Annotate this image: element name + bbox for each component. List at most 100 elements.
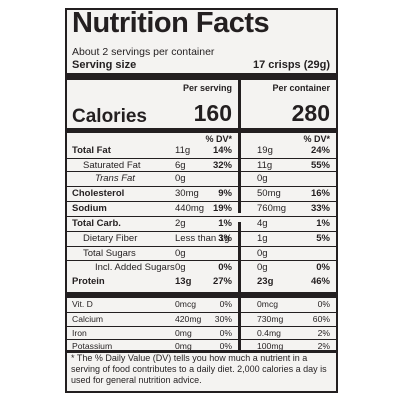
nutrient-name: Incl. Added Sugars: [95, 262, 175, 273]
dv-header-serving: % DV*: [205, 134, 232, 144]
per-serving-amount: 0g: [175, 173, 186, 184]
per-container-amount: 0g: [257, 248, 268, 259]
per-serving-dv: 27%: [212, 276, 232, 287]
nutrient-row: Protein 13g 27% 23g 46%: [67, 275, 336, 290]
per-serving-amount: 0mcg: [175, 298, 197, 309]
per-container-dv: 0%: [317, 298, 330, 309]
per-container-dv: 2%: [317, 340, 330, 351]
column-divider: [238, 80, 241, 213]
per-serving-dv: 3%: [218, 233, 232, 244]
label-title: Nutrition Facts: [72, 8, 270, 39]
per-container-amount: 0g: [257, 262, 268, 273]
nutrient-row: Trans Fat 0g 0g: [67, 171, 336, 187]
divider: [67, 350, 336, 353]
vitamin-name: Iron: [72, 327, 87, 338]
nutrient-row: Sodium 440mg 19% 760mg 33%: [67, 201, 336, 217]
thick-divider: [67, 128, 336, 133]
per-container-dv: 33%: [310, 203, 330, 214]
serving-size-value: 17 crisps (29g): [252, 59, 330, 71]
nutrient-name: Total Carb.: [72, 218, 121, 229]
nutrient-name: Total Fat: [72, 145, 111, 156]
thick-divider: [67, 73, 336, 80]
per-container-amount: 50mg: [257, 188, 281, 199]
per-container-amount: 760mg: [257, 203, 287, 214]
per-serving-amount: 440mg: [175, 203, 205, 214]
per-serving-dv: 9%: [218, 188, 232, 199]
per-container-amount: 4g: [257, 218, 268, 229]
nutrient-name: Total Sugars: [83, 248, 136, 259]
nutrient-name: Sodium: [72, 203, 107, 214]
per-serving-dv: 19%: [212, 203, 232, 214]
per-container-amount: 730mg: [257, 313, 284, 324]
per-serving-dv: 14%: [212, 145, 232, 156]
per-container-dv: 2%: [317, 327, 330, 338]
per-serving-amount: 420mg: [175, 313, 202, 324]
per-serving-amount: 6g: [175, 160, 186, 171]
nutrient-name: Dietary Fiber: [83, 233, 138, 244]
per-container-amount: 0.4mg: [257, 327, 281, 338]
per-serving-amount: 30mg: [175, 188, 199, 199]
per-container-amount: 0mcg: [257, 298, 279, 309]
per-serving-amount: Less than 1g: [175, 233, 230, 244]
per-serving-amount: 0mg: [175, 340, 192, 351]
vitamin-name: Calcium: [72, 313, 104, 324]
per-serving-amount: 2g: [175, 218, 186, 229]
per-container-dv: 5%: [316, 233, 330, 244]
nutrient-name: Cholesterol: [72, 188, 125, 199]
vitamin-name: Potassium: [72, 340, 113, 351]
per-serving-dv: 0%: [219, 298, 232, 309]
vitamin-row: Vit. D 0mcg 0% 0mcg 0%: [67, 298, 336, 311]
per-container-dv: 24%: [310, 145, 330, 156]
per-serving-dv: 0%: [219, 327, 232, 338]
daily-value-footnote: * The % Daily Value (DV) tells you how m…: [71, 353, 327, 385]
per-container-dv: 0%: [316, 262, 330, 273]
calories-per-container: 280: [291, 100, 330, 126]
nutrient-name: Protein: [72, 276, 105, 287]
per-container-amount: 0g: [257, 173, 268, 184]
per-container-amount: 23g: [257, 276, 274, 287]
per-container-dv: 55%: [310, 160, 330, 171]
per-serving-amount: 0mg: [175, 327, 192, 338]
column-divider: [238, 222, 241, 292]
per-serving-dv: 0%: [218, 262, 232, 273]
per-container-header: Per container: [272, 83, 330, 93]
vitamin-row: Iron 0mg 0% 0.4mg 2%: [67, 326, 336, 340]
nutrient-row: Saturated Fat 6g 32% 11g 55%: [67, 158, 336, 174]
nutrient-row: Total Fat 11g 14% 19g 24%: [67, 144, 336, 159]
nutrient-row: Cholesterol 30mg 9% 50mg 16%: [67, 186, 336, 202]
serving-size-label: Serving size: [72, 59, 137, 71]
nutrient-name: Saturated Fat: [83, 160, 141, 171]
vitamin-row: Potassium 0mg 0% 100mg 2%: [67, 339, 336, 353]
vitamin-name: Vit. D: [72, 298, 93, 309]
nutrient-row: Dietary Fiber Less than 1g 3% 1g 5%: [67, 231, 336, 247]
per-container-amount: 19g: [257, 145, 273, 156]
per-container-dv: 60%: [312, 313, 330, 324]
column-divider: [238, 296, 241, 353]
per-serving-amount: 0g: [175, 262, 186, 273]
nutrient-name: Trans Fat: [95, 173, 135, 184]
nutrition-facts-label: Nutrition Facts About 2 servings per con…: [65, 8, 338, 393]
per-serving-amount: 11g: [175, 145, 191, 156]
calories-per-serving: 160: [193, 100, 232, 126]
per-container-amount: 1g: [257, 233, 268, 244]
per-serving-dv: 0%: [219, 340, 232, 351]
dv-header-container: % DV*: [303, 134, 330, 144]
nutrient-row: Total Carb. 2g 1% 4g 1%: [67, 216, 336, 232]
vitamin-row: Calcium 420mg 30% 730mg 60%: [67, 312, 336, 326]
per-container-amount: 11g: [257, 160, 273, 171]
per-container-amount: 100mg: [257, 340, 284, 351]
per-container-dv: 1%: [316, 218, 330, 229]
thick-divider: [67, 292, 336, 298]
per-serving-dv: 1%: [218, 218, 232, 229]
per-serving-amount: 0g: [175, 248, 186, 259]
per-serving-dv: 30%: [214, 313, 232, 324]
servings-per-container: About 2 servings per container: [72, 46, 215, 58]
per-container-dv: 46%: [310, 276, 330, 287]
per-serving-dv: 32%: [212, 160, 232, 171]
nutrient-row: Incl. Added Sugars 0g 0% 0g 0%: [67, 260, 336, 276]
per-serving-header: Per serving: [182, 83, 232, 93]
calories-label: Calories: [72, 106, 147, 127]
per-container-dv: 16%: [310, 188, 330, 199]
nutrient-row: Total Sugars 0g 0g: [67, 246, 336, 262]
per-serving-amount: 13g: [175, 276, 192, 287]
